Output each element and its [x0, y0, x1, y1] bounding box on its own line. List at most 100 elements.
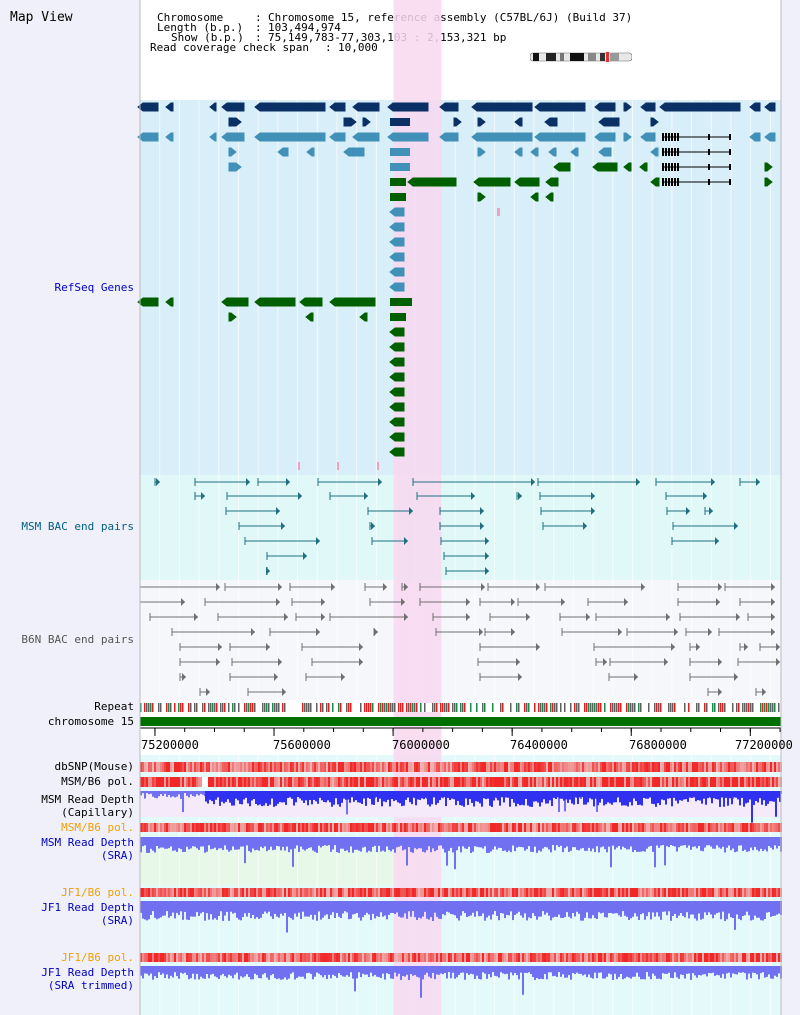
track-label-b6n-bac[interactable]: B6N BAC end pairs	[21, 633, 134, 646]
repeat-mark	[306, 703, 308, 712]
pol-strip-cell	[242, 823, 244, 832]
pol-strip-cell	[158, 777, 160, 787]
pol-strip-cell	[496, 823, 498, 832]
chromosome-ideogram[interactable]	[530, 52, 632, 62]
pol-strip-cell	[438, 953, 440, 962]
depth-bar	[722, 837, 724, 847]
depth-bar	[561, 791, 563, 799]
pol-strip-cell	[460, 777, 462, 787]
depth-bar	[176, 966, 178, 977]
pol-strip-cell	[532, 762, 534, 772]
pol-strip-cell	[294, 888, 296, 897]
bac-end	[364, 492, 368, 500]
depth-bar	[444, 837, 446, 853]
pol-strip-cell	[452, 953, 454, 962]
depth-bar	[182, 791, 184, 813]
repeat-mark	[340, 703, 342, 712]
depth-bar	[492, 966, 494, 973]
pol-strip-cell	[526, 953, 528, 962]
depth-bar	[176, 901, 178, 913]
depth-bar	[680, 837, 682, 846]
track-label-msm-bac[interactable]: MSM BAC end pairs	[21, 520, 134, 533]
depth-bar	[270, 837, 272, 847]
pol-strip-cell	[616, 888, 618, 897]
pol-strip-cell	[386, 762, 388, 772]
depth-bar	[632, 966, 634, 977]
pol-strip-cell	[694, 953, 696, 962]
depth-bar	[558, 966, 560, 973]
bac-end	[281, 522, 285, 530]
depth-bar	[512, 837, 514, 846]
pol-strip-cell	[198, 888, 200, 897]
depth-bar	[388, 901, 390, 915]
pol-strip-cell	[580, 953, 582, 962]
depth-bar	[207, 791, 209, 804]
pol-strip-cell	[272, 823, 274, 832]
repeat-mark	[534, 703, 536, 712]
repeat-mark	[770, 703, 772, 712]
pol-strip-cell	[614, 823, 616, 832]
depth-bar	[222, 966, 224, 974]
pol-strip-cell	[358, 888, 360, 897]
pol-strip-cell	[556, 762, 558, 772]
repeat-mark	[196, 703, 198, 712]
pol-strip-cell	[324, 762, 326, 772]
repeat-mark	[380, 703, 382, 712]
depth-bar	[456, 837, 458, 851]
depth-bar	[444, 966, 446, 974]
pol-strip-cell	[500, 823, 502, 832]
pol-strip-cell	[644, 823, 646, 832]
axis-tick-label: 76400000	[510, 738, 568, 752]
repeat-mark	[544, 703, 546, 712]
depth-bar	[488, 901, 490, 916]
depth-bar	[504, 966, 506, 975]
pol-strip-cell	[334, 953, 336, 962]
pol-strip-cell	[430, 762, 432, 772]
depth-bar	[531, 791, 533, 807]
pol-strip-cell	[738, 777, 740, 787]
pol-strip-cell	[228, 823, 230, 832]
pol-strip-cell	[590, 823, 592, 832]
pol-strip-cell	[420, 823, 422, 832]
pol-strip-cell	[530, 888, 532, 897]
pol-strip-cell	[732, 762, 734, 772]
pol-strip-cell	[144, 777, 146, 787]
pol-strip-cell	[198, 953, 200, 962]
depth-bar	[184, 966, 186, 973]
depth-bar	[447, 791, 449, 798]
pol-strip-cell	[640, 777, 642, 787]
depth-bar	[368, 901, 370, 915]
pol-strip-cell	[470, 777, 472, 787]
pol-strip-cell	[518, 823, 520, 832]
depth-bar	[224, 901, 226, 916]
pol-strip-cell	[658, 888, 660, 897]
pol-strip-cell	[178, 888, 180, 897]
bac-end	[181, 598, 185, 606]
pol-strip-cell	[394, 823, 396, 832]
pol-strip-cell	[684, 953, 686, 962]
pol-strip-cell	[180, 888, 182, 897]
depth-bar	[595, 791, 597, 799]
pol-strip-cell	[724, 777, 726, 787]
pol-strip-cell	[514, 953, 516, 962]
pol-strip-cell	[340, 762, 342, 772]
pol-strip-cell	[170, 777, 172, 787]
depth-bar	[610, 966, 612, 975]
depth-bar	[704, 901, 706, 913]
depth-bar	[542, 901, 544, 912]
pol-strip-cell	[622, 777, 624, 787]
pol-strip-cell	[230, 823, 232, 832]
depth-bar	[504, 837, 506, 851]
track-label-refseq[interactable]: RefSeq Genes	[54, 281, 134, 294]
pol-strip-cell	[580, 823, 582, 832]
repeat-mark	[552, 703, 554, 712]
pol-strip-cell	[552, 823, 554, 832]
pol-strip-cell	[232, 888, 234, 897]
pol-strip-cell	[406, 777, 408, 787]
pol-strip-cell	[192, 777, 194, 787]
pol-strip-cell	[520, 888, 522, 897]
pol-strip-cell	[652, 777, 654, 787]
pol-strip-cell	[292, 823, 294, 832]
pol-strip-cell	[400, 888, 402, 897]
